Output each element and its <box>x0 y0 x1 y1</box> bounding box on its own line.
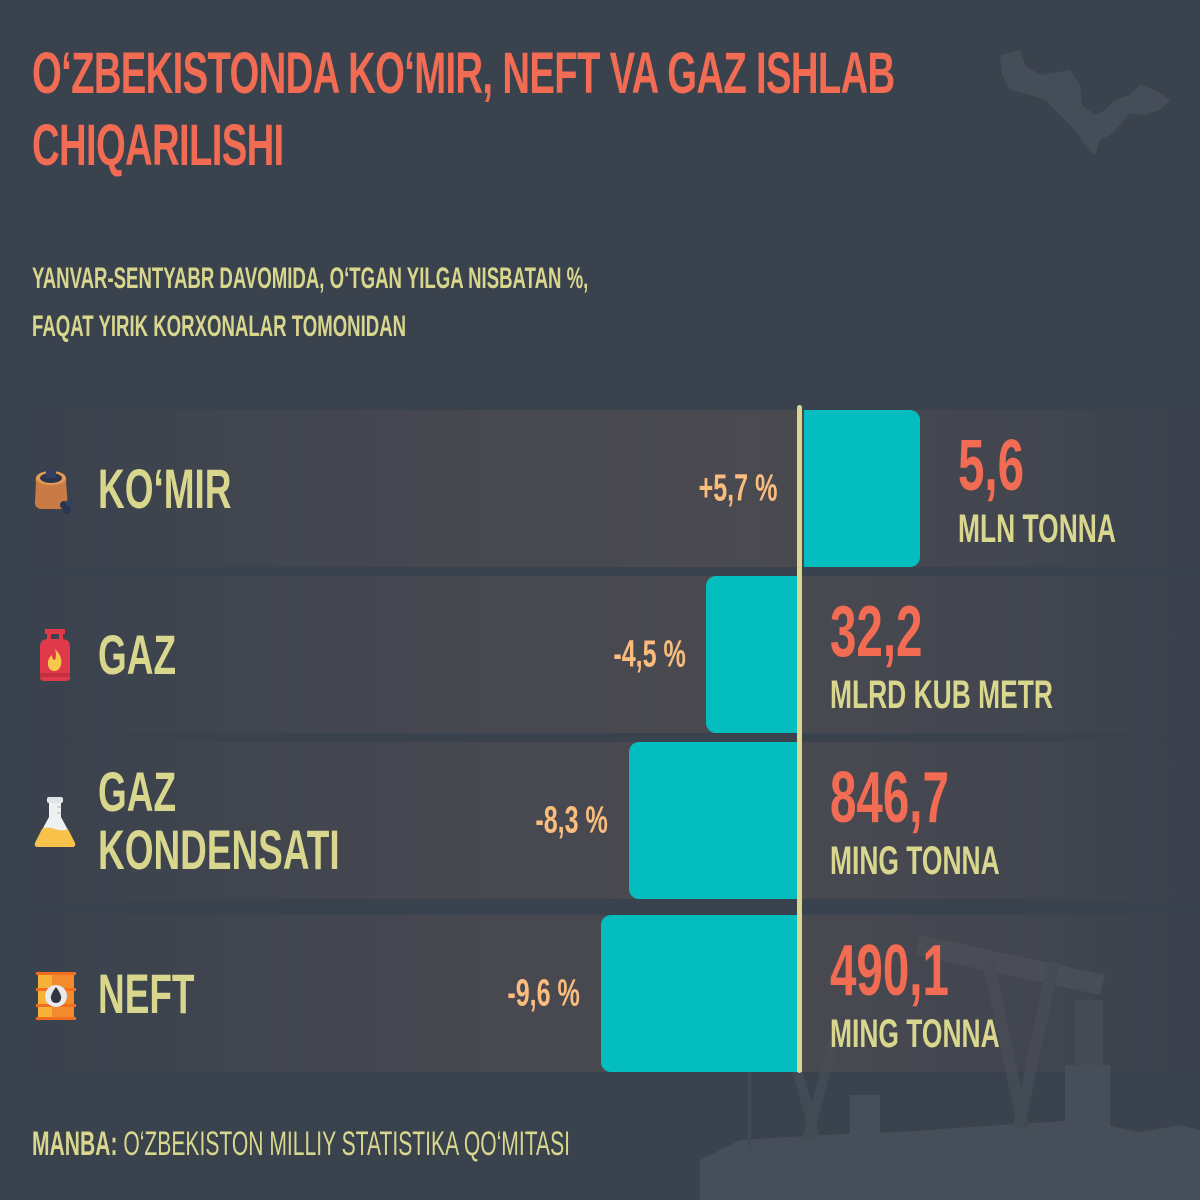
source-text: O‘ZBEKISTON MILLIY STATISTIKA QO‘MITASI <box>117 1125 571 1163</box>
flask-icon <box>34 796 76 847</box>
bar-positive <box>804 410 920 567</box>
percent-change: -8,3 % <box>535 799 608 841</box>
percent-change: -9,6 % <box>507 972 580 1014</box>
subtitle-line-2: FAQAT YIRIK KORXONALAR TOMONIDAN <box>32 310 407 343</box>
bar-negative <box>629 742 802 899</box>
source-note: MANBA: O‘ZBEKISTON MILLIY STATISTIKA QO‘… <box>32 1125 900 1164</box>
bar-negative <box>706 576 802 733</box>
volume-value: 846,7 MING TONNA <box>830 757 1000 883</box>
chart-row-gaz-kondensati: GAZ KONDENSATI -8,3 % 846,7 MING TONNA <box>20 742 1200 899</box>
row-label: GAZ KONDENSATI <box>98 759 340 881</box>
volume-value: 32,2 MLRD KUB METR <box>830 591 1053 717</box>
zero-axis-line <box>797 405 802 1073</box>
row-label: KO‘MIR <box>98 456 232 520</box>
volume-value: 490,1 MING TONNA <box>830 930 1000 1056</box>
subtitle-line-1: YANVAR-SENTYABR DAVOMIDA, O‘TGAN YILGA N… <box>32 262 589 295</box>
oil-barrel-icon <box>36 971 76 1020</box>
title-line-1: O‘ZBEKISTONDA KO‘MIR, NEFT VA GAZ ISHLAB <box>32 41 895 106</box>
source-label: MANBA: <box>32 1125 118 1163</box>
gas-cylinder-icon <box>40 628 70 681</box>
percent-change: -4,5 % <box>613 633 686 675</box>
chart-row-neft: NEFT -9,6 % 490,1 MING TONNA <box>20 915 1200 1072</box>
chart-row-komir: KO‘MIR +5,7 % 5,6 MLN TONNA <box>20 410 1200 567</box>
bar-negative <box>601 915 802 1072</box>
row-label: NEFT <box>98 961 195 1025</box>
subtitle: YANVAR-SENTYABR DAVOMIDA, O‘TGAN YILGA N… <box>32 255 929 351</box>
volume-value: 5,6 MLN TONNA <box>958 425 1116 551</box>
chart-row-gaz: GAZ -4,5 % 32,2 MLRD KUB METR <box>20 576 1200 733</box>
percent-change: +5,7 % <box>698 467 777 509</box>
title-line-2: CHIQARILISHI <box>32 113 284 178</box>
page-title: O‘ZBEKISTONDA KO‘MIR, NEFT VA GAZ ISHLAB… <box>32 38 1132 182</box>
coal-sack-icon <box>34 467 74 514</box>
row-label: GAZ <box>98 622 177 686</box>
uzbekistan-map-silhouette <box>1000 50 1170 155</box>
